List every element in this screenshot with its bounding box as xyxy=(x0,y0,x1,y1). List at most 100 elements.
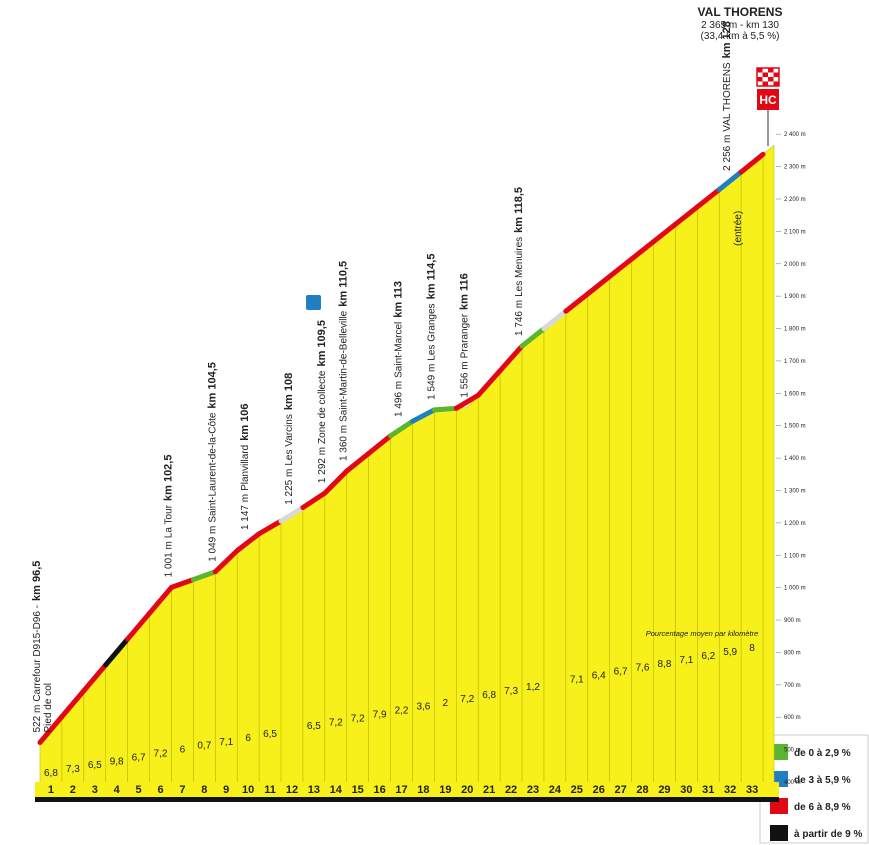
waypoint-name: Les Granges xyxy=(426,303,437,360)
gradient-segment xyxy=(409,407,437,424)
waypoint-km: km 96,5 xyxy=(31,561,43,601)
waypoint-name: VAL THORENS xyxy=(722,62,733,132)
gradient-label: 8,8 xyxy=(657,659,671,670)
km-label: 7 xyxy=(179,784,185,796)
gradient-segment xyxy=(475,368,503,398)
gradient-label: 3,6 xyxy=(416,702,430,713)
gradient-label: 7,6 xyxy=(636,663,650,674)
km-label: 31 xyxy=(702,784,714,796)
km-label: 33 xyxy=(746,784,758,796)
gradient-segment xyxy=(168,577,196,590)
gradient-segment xyxy=(344,450,372,474)
waypoint-label: 1 001 m La Tour km 102,5 xyxy=(162,455,174,578)
km-label: 6 xyxy=(157,784,163,796)
waypoint-elevation: 1 556 m xyxy=(459,361,470,397)
km-label: 20 xyxy=(461,784,473,796)
km-label: 28 xyxy=(636,784,648,796)
y-tick-label: 2 300 m xyxy=(784,165,806,171)
waypoint-label: 1 360 m Saint-Martin-de-Belleville km 110,… xyxy=(338,261,350,461)
waypoint-name: Les Menuires xyxy=(514,237,525,297)
waypoint-km: km 118,5 xyxy=(513,187,525,233)
gradient-segment xyxy=(672,204,700,227)
waypoint-km: km 110,5 xyxy=(338,261,350,307)
y-tick-label: 900 m xyxy=(784,618,801,624)
waypoint-km: km 113 xyxy=(393,281,405,318)
waypoint-km: km 102,5 xyxy=(162,455,174,501)
gradient-segment xyxy=(607,256,635,279)
gradient-label: 6,5 xyxy=(307,721,321,732)
zone-icon xyxy=(306,295,321,310)
gradient-segment xyxy=(59,688,87,720)
gradient-label: 7,2 xyxy=(351,713,365,724)
km-label: 30 xyxy=(680,784,692,796)
km-label: 10 xyxy=(242,784,254,796)
km-label: 32 xyxy=(724,784,736,796)
gradient-label: 5,9 xyxy=(723,647,737,658)
waypoint-km: km 106 xyxy=(239,403,251,440)
km-label: 29 xyxy=(658,784,670,796)
gradient-segment xyxy=(256,518,284,537)
gradient-label: 7,3 xyxy=(66,764,80,775)
gradient-segment xyxy=(366,433,394,456)
km-label: 16 xyxy=(373,784,385,796)
km-label: 18 xyxy=(417,784,429,796)
waypoint-name: Zone de collecte xyxy=(317,370,328,444)
km-label: 12 xyxy=(286,784,298,796)
gradient-segment xyxy=(234,531,262,554)
waypoint-km: km 109,5 xyxy=(316,320,328,366)
gradient-label: 6,4 xyxy=(592,671,606,682)
waypoint-elevation: 1 360 m xyxy=(339,425,350,461)
gradient-segment xyxy=(519,326,547,349)
y-tick-label: 1 700 m xyxy=(784,359,806,365)
gradient-segment xyxy=(738,151,766,175)
gradient-label: 6,8 xyxy=(44,768,58,779)
waypoint-label: 1 549 m Les Granges km 114,5 xyxy=(425,254,437,400)
km-label: 15 xyxy=(352,784,364,796)
gradient-segment xyxy=(103,636,131,668)
waypoint-name: Les Varcins xyxy=(284,414,295,466)
km-label: 17 xyxy=(395,784,407,796)
y-tick-label: 1 500 m xyxy=(784,424,806,430)
km-label: 21 xyxy=(483,784,495,796)
gradient-label: 7,3 xyxy=(504,686,518,697)
waypoint-name: Saint-Laurent-de-la-Côte xyxy=(207,412,218,522)
gradient-label: 6,7 xyxy=(614,667,628,678)
gradient-label: 7,9 xyxy=(373,710,387,721)
summit-stats: (33,4 km à 5,5 %) xyxy=(701,31,780,42)
km-label: 24 xyxy=(549,784,562,796)
y-tick-label: 800 m xyxy=(784,650,801,656)
waypoint-name: Carrefour D915-D96 - xyxy=(32,605,43,702)
waypoint-km: km 116 xyxy=(458,273,470,310)
gradient-label: 7,2 xyxy=(154,749,168,760)
y-tick-label: 2 200 m xyxy=(784,197,806,203)
gradient-segment xyxy=(694,187,722,210)
waypoint-elevation: 1 549 m xyxy=(426,364,437,400)
y-tick-label: 2 400 m xyxy=(784,132,806,138)
waypoint-elevation: 1 049 m xyxy=(207,526,218,562)
gradient-label: 6,2 xyxy=(701,651,715,662)
km-label: 9 xyxy=(223,784,229,796)
waypoint-label: 1 556 m Praranger km 116 xyxy=(458,273,470,397)
waypoint-note: Pied de col xyxy=(43,683,54,732)
km-label: 25 xyxy=(571,784,583,796)
km-label: 8 xyxy=(201,784,207,796)
waypoint-note: (entrée) xyxy=(733,211,744,246)
km-label: 22 xyxy=(505,784,517,796)
gradient-label: 7,1 xyxy=(679,655,693,666)
y-tick-label: 1 600 m xyxy=(784,391,806,397)
waypoint-label: 1 225 m Les Varcins km 108 xyxy=(283,373,295,505)
gradient-label: 7,1 xyxy=(570,674,584,685)
y-tick-label: 1 400 m xyxy=(784,456,806,462)
waypoint-km: km 114,5 xyxy=(425,254,437,300)
y-tick-label: 1 800 m xyxy=(784,327,806,333)
legend-swatch xyxy=(770,744,788,760)
waypoint-elevation: 1 001 m xyxy=(163,541,174,577)
gradient-segment xyxy=(431,405,459,413)
waypoint-name: Praranger xyxy=(459,313,470,358)
y-tick-label: 1 900 m xyxy=(784,294,806,300)
legend-label: de 3 à 5,9 % xyxy=(794,775,851,786)
waypoint-elevation: 2 256 m xyxy=(722,135,733,171)
gradient-label: 0,7 xyxy=(197,741,211,752)
waypoint-km: km 128 xyxy=(721,21,733,58)
